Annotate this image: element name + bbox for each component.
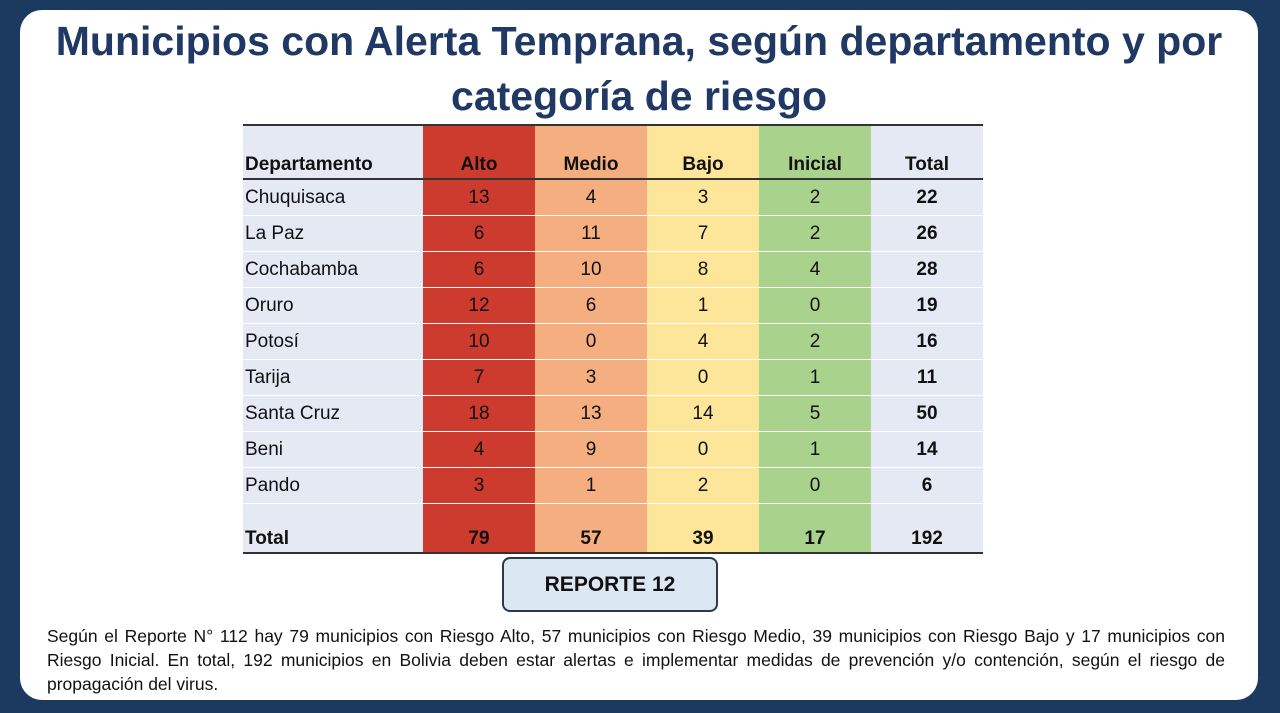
value-cell: 2 [759, 179, 871, 216]
value-cell: 4 [423, 431, 535, 468]
value-cell: 13 [535, 395, 647, 432]
table-row: Santa Cruz 18 13 14 5 50 [243, 395, 983, 432]
department-cell: Tarija [243, 359, 423, 396]
value-cell: 16 [871, 323, 983, 360]
header-row: Departamento Alto Medio Bajo Inicial Total [243, 124, 983, 180]
value-cell: 1 [759, 359, 871, 396]
value-cell: 11 [871, 359, 983, 396]
value-cell: 0 [759, 467, 871, 504]
value-cell: 9 [535, 431, 647, 468]
table-row: Beni 4 9 0 1 14 [243, 431, 983, 468]
value-cell: 1 [647, 287, 759, 324]
department-cell: Cochabamba [243, 251, 423, 288]
total-cell: 17 [759, 503, 871, 554]
value-cell: 4 [759, 251, 871, 288]
table-row: Tarija 7 3 0 1 11 [243, 359, 983, 396]
column-header: Total [871, 124, 983, 180]
department-cell: Oruro [243, 287, 423, 324]
total-cell: 57 [535, 503, 647, 554]
value-cell: 4 [647, 323, 759, 360]
table-row: Cochabamba 6 10 8 4 28 [243, 251, 983, 288]
value-cell: 0 [759, 287, 871, 324]
value-cell: 7 [647, 215, 759, 252]
value-cell: 3 [535, 359, 647, 396]
value-cell: 14 [871, 431, 983, 468]
department-cell: Santa Cruz [243, 395, 423, 432]
value-cell: 0 [647, 431, 759, 468]
value-cell: 7 [423, 359, 535, 396]
value-cell: 22 [871, 179, 983, 216]
page-title: Municipios con Alerta Temprana, según de… [55, 18, 1223, 119]
table-row: Chuquisaca 13 4 3 2 22 [243, 179, 983, 216]
report-button[interactable]: REPORTE 12 [502, 557, 718, 612]
value-cell: 19 [871, 287, 983, 324]
value-cell: 4 [535, 179, 647, 216]
value-cell: 2 [759, 215, 871, 252]
column-header: Departamento [243, 124, 423, 180]
column-header: Inicial [759, 124, 871, 180]
value-cell: 50 [871, 395, 983, 432]
total-cell: 192 [871, 503, 983, 554]
value-cell: 2 [759, 323, 871, 360]
total-cell: Total [243, 503, 423, 554]
table-row: Oruro 12 6 1 0 19 [243, 287, 983, 324]
total-cell: 79 [423, 503, 535, 554]
department-cell: Pando [243, 467, 423, 504]
value-cell: 1 [759, 431, 871, 468]
value-cell: 3 [423, 467, 535, 504]
value-cell: 6 [535, 287, 647, 324]
department-cell: La Paz [243, 215, 423, 252]
summary-paragraph: Según el Reporte N° 112 hay 79 municipio… [47, 626, 1225, 694]
value-cell: 6 [871, 467, 983, 504]
department-cell: Beni [243, 431, 423, 468]
department-cell: Potosí [243, 323, 423, 360]
value-cell: 14 [647, 395, 759, 432]
value-cell: 6 [423, 215, 535, 252]
value-cell: 0 [535, 323, 647, 360]
department-cell: Chuquisaca [243, 179, 423, 216]
column-header: Bajo [647, 124, 759, 180]
table-row: La Paz 6 11 7 2 26 [243, 215, 983, 252]
table-row: Pando 3 1 2 0 6 [243, 467, 983, 504]
value-cell: 0 [647, 359, 759, 396]
value-cell: 2 [647, 467, 759, 504]
value-cell: 26 [871, 215, 983, 252]
value-cell: 18 [423, 395, 535, 432]
total-cell: 39 [647, 503, 759, 554]
column-header: Alto [423, 124, 535, 180]
value-cell: 6 [423, 251, 535, 288]
risk-table: Departamento Alto Medio Bajo Inicial Total Ch… [243, 124, 983, 554]
value-cell: 12 [423, 287, 535, 324]
total-row: Total 79 57 39 17 192 [243, 503, 983, 554]
value-cell: 10 [423, 323, 535, 360]
value-cell: 11 [535, 215, 647, 252]
value-cell: 3 [647, 179, 759, 216]
column-header: Medio [535, 124, 647, 180]
value-cell: 8 [647, 251, 759, 288]
value-cell: 1 [535, 467, 647, 504]
value-cell: 13 [423, 179, 535, 216]
value-cell: 28 [871, 251, 983, 288]
value-cell: 5 [759, 395, 871, 432]
value-cell: 10 [535, 251, 647, 288]
table-row: Potosí 10 0 4 2 16 [243, 323, 983, 360]
